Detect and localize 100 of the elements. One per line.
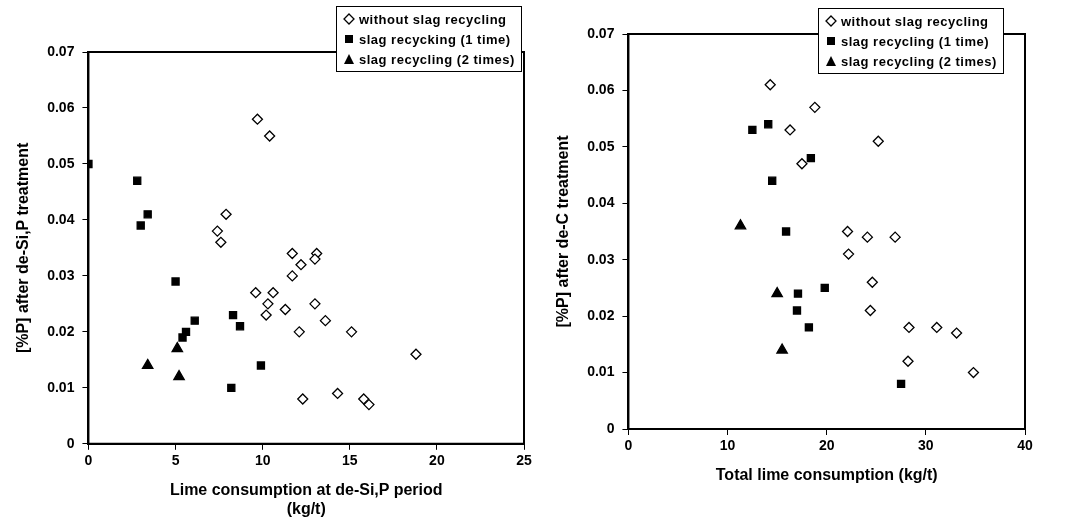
point xyxy=(309,298,321,310)
point xyxy=(806,153,816,163)
point xyxy=(861,231,874,243)
point xyxy=(267,287,279,299)
point xyxy=(279,303,291,316)
point xyxy=(256,361,266,370)
point xyxy=(771,286,783,298)
y-tick-label: 0.03 xyxy=(587,250,615,267)
point xyxy=(286,247,298,260)
y-tick-label: 0.04 xyxy=(587,194,615,211)
x-tick-label: 10 xyxy=(719,437,736,454)
y-tick-label: 0.02 xyxy=(47,322,75,339)
point xyxy=(345,326,358,338)
y-tick-label: 0.07 xyxy=(587,24,615,41)
y-tick-label: 0.03 xyxy=(47,266,75,283)
point xyxy=(784,124,796,136)
point xyxy=(319,315,332,327)
y-tick-label: 0.01 xyxy=(587,363,615,380)
point xyxy=(748,125,757,135)
x-tick-label: 25 xyxy=(516,452,532,469)
point xyxy=(363,398,375,411)
y-tick-label: 0.05 xyxy=(587,137,615,154)
legend-label: slag recycking (1 time) xyxy=(359,31,511,47)
point xyxy=(133,176,142,185)
point xyxy=(235,322,245,331)
point xyxy=(781,227,791,236)
y-axis-title: [%P] after de-Si,P treatment xyxy=(14,142,32,354)
point xyxy=(804,323,814,332)
point xyxy=(171,277,180,286)
point xyxy=(896,379,906,389)
point xyxy=(866,276,878,288)
point xyxy=(903,321,915,334)
x-tick-label: 20 xyxy=(818,437,835,454)
point xyxy=(211,225,224,237)
point xyxy=(181,327,191,337)
point xyxy=(141,358,154,370)
point xyxy=(190,316,199,325)
point xyxy=(796,158,808,170)
point xyxy=(358,393,370,405)
y-tick-label: 0 xyxy=(606,419,615,436)
x-tick-label: 0 xyxy=(84,452,93,469)
point xyxy=(841,225,854,238)
legend-label: without slag recycling xyxy=(841,13,989,29)
point xyxy=(734,219,747,230)
point xyxy=(764,79,776,91)
x-tick-label: 20 xyxy=(429,452,445,469)
x-axis-title: Total lime consumption (kg/t) xyxy=(715,465,938,483)
point xyxy=(889,231,901,243)
point xyxy=(776,343,788,354)
y-tick-label: 0.07 xyxy=(47,42,75,59)
point xyxy=(931,321,943,334)
point xyxy=(950,327,963,339)
x-axis-title: Lime consumption at de-Si,P period (kg/t) xyxy=(169,480,443,517)
point xyxy=(410,348,422,360)
point xyxy=(220,208,232,220)
point xyxy=(842,248,855,260)
point xyxy=(286,270,298,282)
x-tick-label: 0 xyxy=(624,437,633,454)
x-tick-label: 15 xyxy=(341,452,358,469)
y-tick-label: 0.02 xyxy=(587,307,615,323)
y-tick-label: 0.06 xyxy=(587,81,615,98)
point xyxy=(293,326,305,338)
point xyxy=(251,113,264,125)
point xyxy=(263,130,276,142)
point xyxy=(173,369,185,381)
point xyxy=(864,304,876,317)
legend-label: without slag recycling xyxy=(359,11,507,27)
x-tick-label: 30 xyxy=(918,437,934,454)
x-tick-label: 10 xyxy=(254,452,271,469)
point xyxy=(331,387,344,400)
y-axis-title: [%P] after de-C treatment xyxy=(554,134,572,328)
legend-label: slag recycling (2 times) xyxy=(359,51,515,67)
point xyxy=(143,210,152,219)
point xyxy=(902,355,914,367)
point xyxy=(309,253,321,265)
point xyxy=(820,283,829,293)
y-tick-label: 0.01 xyxy=(47,378,75,395)
point xyxy=(872,135,884,147)
point xyxy=(227,383,236,393)
point xyxy=(764,120,773,129)
point xyxy=(262,298,274,310)
point xyxy=(250,287,262,299)
point xyxy=(793,289,803,298)
legend-label: slag recycling (1 time) xyxy=(841,33,990,49)
x-tick-label: 5 xyxy=(171,452,180,469)
point xyxy=(215,236,227,248)
x-tick-label: 40 xyxy=(1017,437,1033,454)
point xyxy=(967,366,980,379)
point xyxy=(136,221,145,230)
legend-label: slag recycling (2 times) xyxy=(841,53,997,69)
point xyxy=(260,309,272,321)
point xyxy=(295,259,307,271)
y-tick-label: 0.06 xyxy=(47,98,75,115)
point xyxy=(809,101,821,114)
point xyxy=(297,393,309,405)
point xyxy=(792,306,802,315)
point xyxy=(171,342,184,353)
point xyxy=(768,176,777,185)
y-tick-label: 0.05 xyxy=(47,154,75,171)
point xyxy=(228,310,238,320)
